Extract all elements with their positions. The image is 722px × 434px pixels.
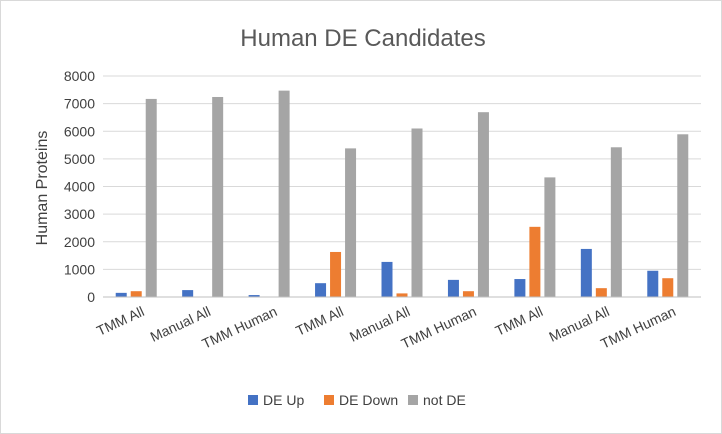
bar [248, 295, 260, 297]
bar [330, 251, 342, 297]
x-tick-label: TMM Human [199, 303, 279, 352]
y-tick-label: 0 [87, 289, 95, 305]
y-tick-label: 7000 [64, 96, 95, 112]
y-tick-label: 6000 [64, 123, 95, 139]
bar [115, 292, 127, 297]
legend-swatch [408, 395, 418, 405]
bars [115, 90, 689, 298]
chart-title: Human DE Candidates [240, 25, 485, 52]
legend: DE Up DE Down not DE [248, 392, 466, 408]
bar [212, 96, 224, 298]
y-tick-label: 8000 [64, 68, 95, 84]
x-tick-label: TMM Human [399, 303, 479, 352]
bar [345, 148, 357, 297]
bar [529, 226, 541, 297]
gridlines [103, 75, 701, 270]
bar [610, 147, 622, 297]
bar [662, 278, 674, 297]
legend-swatch [324, 395, 334, 405]
x-tick-label: TMM All [94, 303, 147, 339]
bar [145, 98, 157, 298]
x-tick-label: TMM All [293, 303, 346, 339]
bar [381, 261, 393, 297]
bar [447, 279, 459, 297]
y-tick-label: 5000 [64, 151, 95, 167]
y-tick-label: 3000 [64, 206, 95, 222]
y-tick-label: 1000 [64, 261, 95, 277]
legend-swatch [248, 395, 258, 405]
bar [130, 291, 142, 297]
bar [278, 90, 290, 297]
bar [514, 279, 526, 297]
bar [544, 177, 556, 297]
y-axis-title: Human Proteins [34, 131, 51, 246]
bar [396, 293, 408, 297]
y-tick-label: 4000 [64, 179, 95, 195]
bar [477, 112, 489, 297]
bar [647, 270, 659, 297]
bar [315, 283, 327, 297]
axes: 0 1000 2000 3000 4000 5000 6000 7000 8000 TMM All… [64, 68, 701, 352]
x-tick-label: TMM Human [598, 303, 678, 352]
bar [677, 134, 689, 297]
bar [595, 288, 607, 297]
bar [580, 248, 592, 297]
bar [182, 290, 194, 297]
legend-label: not DE [423, 392, 466, 408]
x-tick-label: TMM All [493, 303, 546, 339]
bar [411, 128, 423, 297]
legend-label: DE Down [339, 392, 398, 408]
legend-label: DE Up [263, 392, 304, 408]
bar [462, 291, 474, 297]
y-tick-label: 2000 [64, 234, 95, 250]
